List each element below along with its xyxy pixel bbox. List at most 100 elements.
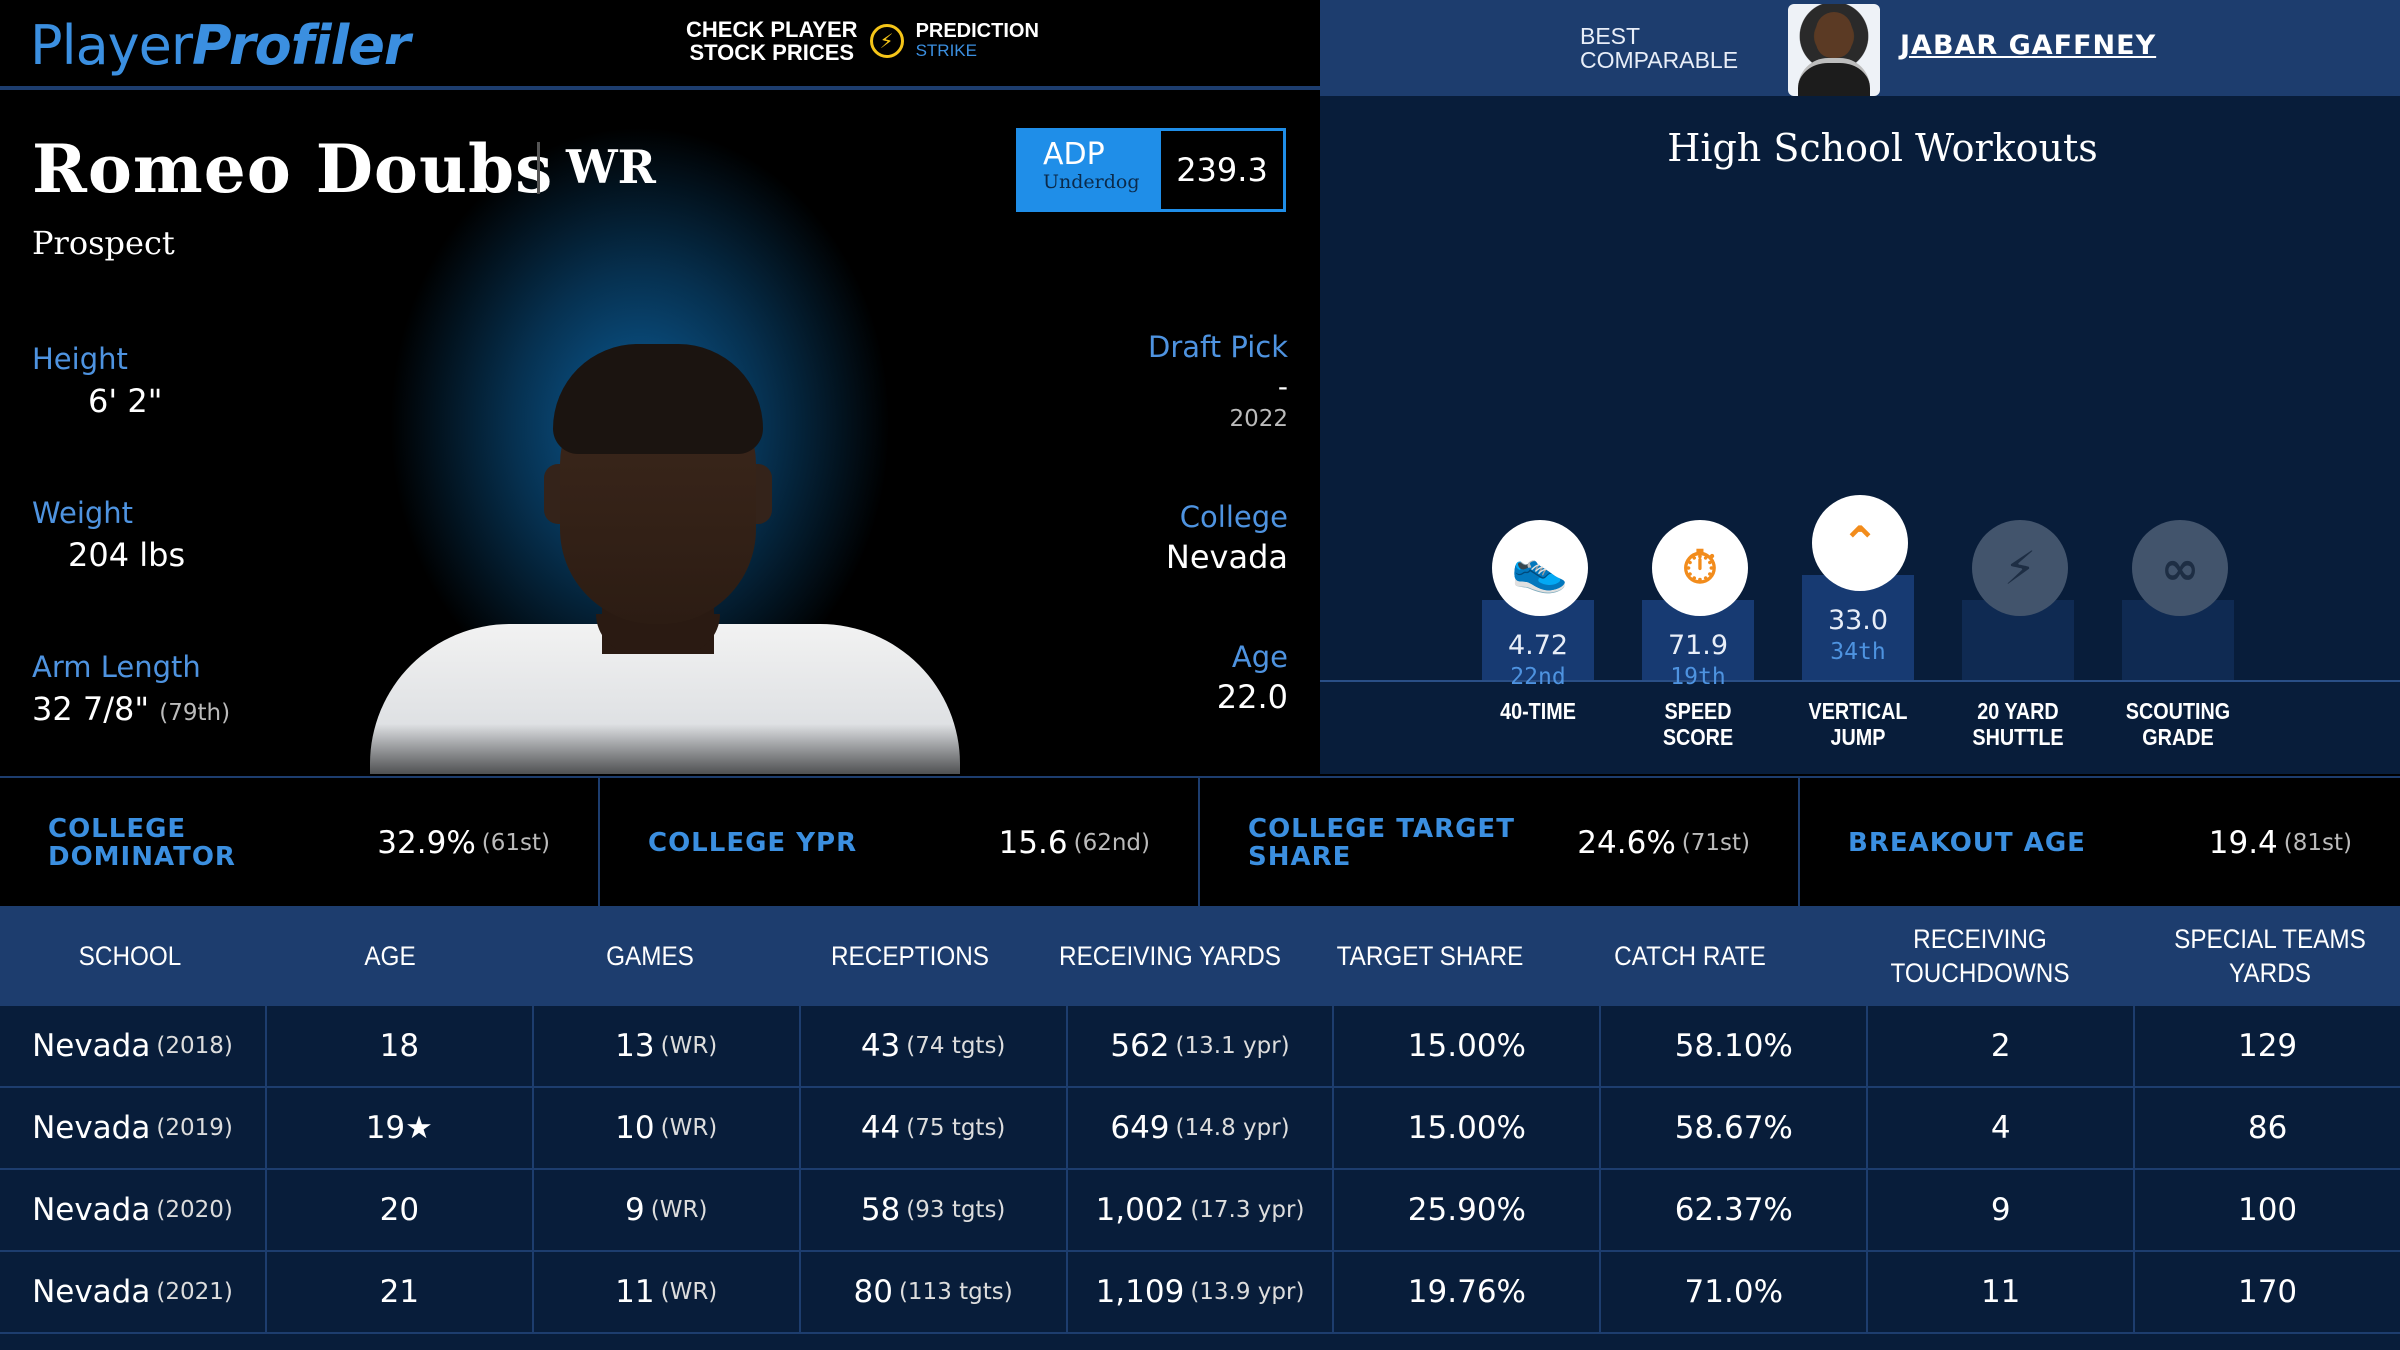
column-header[interactable]: SPECIAL TEAMS YARDS [2174, 924, 2366, 988]
metric-percentile: (61st) [481, 830, 550, 856]
cell-age: 18 [267, 1006, 534, 1086]
cell-age: 19★ [267, 1088, 534, 1168]
column-header[interactable]: RECEPTIONS [831, 941, 989, 971]
column-header[interactable]: CATCH RATE [1614, 941, 1766, 971]
cell-target-share: 15.00% [1334, 1088, 1602, 1168]
column-header[interactable]: TARGET SHARE [1336, 941, 1524, 971]
metric-value: 19.4 [2208, 825, 2278, 861]
metric-percentile: (62nd) [1073, 830, 1150, 856]
cell-games: 11 (WR) [534, 1252, 801, 1332]
age-value: 22.0 [1216, 678, 1288, 716]
height-label: Height [32, 342, 128, 376]
cell-receiving-yards: 1,109 (13.9 ypr) [1068, 1252, 1335, 1332]
comparable-player-link[interactable]: JABAR GAFFNEY [1900, 30, 2157, 61]
age-label: Age [1231, 640, 1288, 674]
table-header-row: SCHOOL AGE GAMES RECEPTIONS RECEIVING YA… [0, 906, 2400, 1006]
name-divider [537, 142, 540, 194]
best-comparable-bar: BEST COMPARABLE JABAR GAFFNEY [1320, 0, 2400, 96]
adp-value: 239.3 [1176, 151, 1268, 189]
cell-receptions: 58 (93 tgts) [801, 1170, 1068, 1250]
top-bar: PlayerProfiler CHECK PLAYER STOCK PRICES… [0, 0, 1320, 90]
cell-age: 21 [267, 1252, 534, 1332]
workout-value: 71.9 [1667, 630, 1729, 661]
metric-college-target-share[interactable]: COLLEGE TARGET SHARE 24.6% (71st) [1200, 778, 1800, 908]
workout-rank: 22nd [1510, 664, 1566, 690]
weight-value: 204 lbs [68, 536, 186, 574]
cell-receiving-touchdowns: 4 [1868, 1088, 2136, 1168]
adp-label: ADP [1043, 137, 1105, 172]
table-row: Nevada (2021) 21 11 (WR) 80 (113 tgts) 1,109 (13… [0, 1252, 2400, 1334]
arm-length-percentile: (79th) [159, 700, 231, 726]
cell-receptions: 43 (74 tgts) [801, 1006, 1068, 1086]
avatar-head [1816, 12, 1852, 58]
metric-value-group: 19.4 (81st) [2209, 778, 2352, 908]
workouts-panel: High School Workouts 👟 4.72 22nd 40-TIME ⏱ 71… [1320, 96, 2400, 774]
chevrons-up-icon: ⌃ [1812, 495, 1908, 591]
column-header[interactable]: SCHOOL [78, 941, 182, 971]
cell-age: 20 [267, 1170, 534, 1250]
site-logo[interactable]: PlayerProfiler [30, 14, 410, 77]
table-row: Nevada (2020) 20 9 (WR) 58 (93 tgts) 1,002 (17.3… [0, 1170, 2400, 1252]
cell-special-teams-yards: 86 [2247, 1110, 2288, 1146]
metric-college-dominator[interactable]: COLLEGE DOMINATOR 32.9% (61st) [0, 778, 600, 908]
lightning-icon: ⚡ [1972, 520, 2068, 616]
workout-value: 33.0 [1827, 605, 1889, 636]
draft-pick-value: - [1277, 370, 1288, 403]
comparable-avatar[interactable] [1788, 4, 1880, 96]
column-header[interactable]: GAMES [606, 941, 694, 971]
cell-special-teams-yards: 170 [2237, 1274, 2298, 1310]
player-hero: Romeo Doubs WR Prospect ADP Underdog 239… [0, 94, 1320, 774]
promo-brand-line-2: STRIKE [915, 41, 977, 60]
metric-label: COLLEGE TARGET SHARE [1248, 814, 1515, 872]
promo-banner[interactable]: CHECK PLAYER STOCK PRICES ⚡ PREDICTION S… [686, 18, 1039, 64]
promo-line-1: CHECK PLAYER [686, 17, 858, 42]
draft-year: 2022 [1229, 406, 1288, 432]
cell-receptions: 44 (75 tgts) [801, 1088, 1068, 1168]
workout-label: SCOUTING GRADE [2125, 698, 2231, 750]
metric-value: 32.9% [377, 825, 476, 861]
college-stats-table: SCHOOL AGE GAMES RECEPTIONS RECEIVING YA… [0, 906, 2400, 1350]
stopwatch-icon: ⏱ [1652, 520, 1748, 616]
cell-school: Nevada (2018) [0, 1006, 267, 1086]
table-body: Nevada (2018) 18 13 (WR) 43 (74 tgts) 562 (13.1 … [0, 1006, 2400, 1334]
workout-label: SPEED SCORE [1662, 698, 1734, 750]
metric-value: 24.6% [1577, 825, 1676, 861]
table-row: Nevada (2019) 19★ 10 (WR) 44 (75 tgts) 649 (14.8… [0, 1088, 2400, 1170]
cell-target-share: 15.00% [1334, 1006, 1602, 1086]
adp-label-panel: ADP Underdog [1019, 131, 1161, 209]
arm-length-value: 32 7/8" [32, 690, 150, 728]
cell-receiving-touchdowns: 11 [1868, 1252, 2136, 1332]
weight-label: Weight [32, 496, 134, 530]
college-value: Nevada [1165, 538, 1288, 576]
cell-catch-rate: 58.67% [1601, 1088, 1869, 1168]
promo-text: CHECK PLAYER STOCK PRICES [686, 18, 858, 64]
draft-pick-label: Draft Pick [1148, 330, 1288, 364]
logo-part-2: Profiler [192, 14, 410, 77]
cell-receiving-yards: 562 (13.1 ypr) [1068, 1006, 1335, 1086]
cell-receiving-yards: 1,002 (17.3 ypr) [1068, 1170, 1335, 1250]
workout-rank: 34th [1830, 639, 1886, 665]
promo-line-2: STOCK PRICES [689, 40, 855, 65]
cell-receiving-yards: 649 (14.8 ypr) [1068, 1088, 1335, 1168]
running-shoe-icon: 👟 [1492, 520, 1588, 616]
metric-college-ypr[interactable]: COLLEGE YPR 15.6 (62nd) [600, 778, 1200, 908]
cell-school: Nevada (2021) [0, 1252, 267, 1332]
cell-catch-rate: 62.37% [1601, 1170, 1869, 1250]
metric-value-group: 32.9% (61st) [377, 778, 550, 908]
cell-target-share: 19.76% [1334, 1252, 1602, 1332]
metric-value: 15.6 [998, 825, 1068, 861]
column-header[interactable]: RECEIVING YARDS [1059, 941, 1281, 971]
cell-school: Nevada (2020) [0, 1170, 267, 1250]
height-value: 6' 2" [88, 382, 163, 420]
column-header[interactable]: RECEIVING TOUCHDOWNS [1890, 924, 2070, 988]
metric-breakout-age[interactable]: BREAKOUT AGE 19.4 (81st) [1800, 778, 2400, 908]
promo-brand: PREDICTION STRIKE [916, 21, 1039, 61]
adp-source: Underdog [1043, 171, 1140, 193]
cell-special-teams-yards: 100 [2237, 1192, 2298, 1228]
workout-label: 20 YARD SHUTTLE [1972, 698, 2064, 750]
column-header[interactable]: AGE [364, 941, 416, 971]
adp-box[interactable]: ADP Underdog 239.3 [1016, 128, 1286, 212]
workout-value: 4.72 [1507, 630, 1569, 661]
workout-rank: 19th [1670, 664, 1726, 690]
comparable-label-line-2: COMPARABLE [1580, 47, 1739, 73]
